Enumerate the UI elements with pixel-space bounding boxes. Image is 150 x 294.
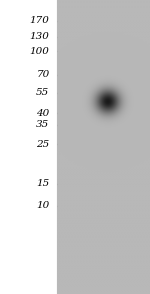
- Text: 100: 100: [30, 47, 50, 56]
- Text: 70: 70: [36, 71, 50, 79]
- Text: 15: 15: [36, 179, 50, 188]
- Text: 10: 10: [36, 201, 50, 210]
- Text: 55: 55: [36, 88, 50, 97]
- Text: 130: 130: [30, 32, 50, 41]
- Text: 35: 35: [36, 121, 50, 129]
- Text: 40: 40: [36, 109, 50, 118]
- Text: 170: 170: [30, 16, 50, 25]
- FancyBboxPatch shape: [57, 0, 150, 294]
- Text: 25: 25: [36, 140, 50, 148]
